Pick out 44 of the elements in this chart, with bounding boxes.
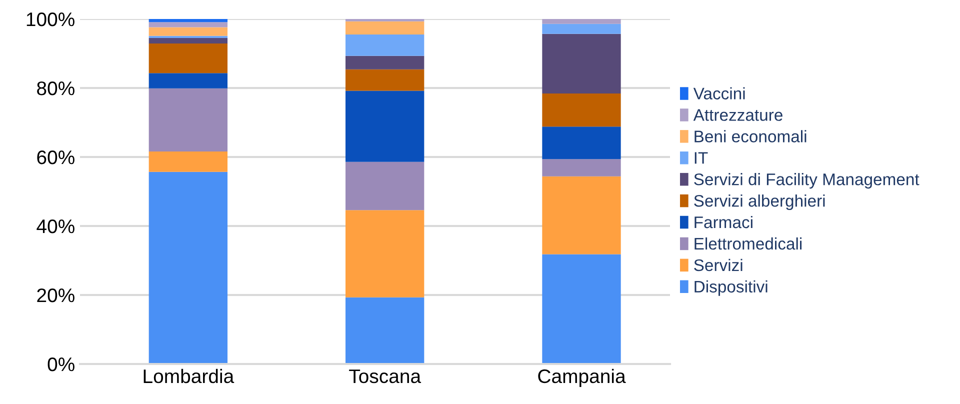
y-tick-label: 100% [26,12,74,26]
x-tick-label: Campania [538,368,626,387]
bar [148,38,228,44]
legend-label: Vaccini [693,87,745,100]
legend-label: Beni economali [694,130,806,142]
bar [346,90,424,162]
bar [148,88,228,152]
legend-label: Dispositivi [694,280,768,296]
bar [542,254,621,364]
bar [542,94,621,127]
legend-label: Farmaci [694,216,752,228]
bar [542,19,621,24]
legend-label: Attrezzature [693,109,782,121]
bar [346,297,424,364]
bar [346,210,424,298]
legend-label: Servizi alberghieri [694,194,825,210]
y-tick-label: 60% [37,150,74,164]
y-tick-label: 0% [48,357,74,372]
x-tick-label: Toscana [349,370,422,384]
bar [346,34,424,56]
y-tick-label: 40% [36,219,74,234]
bar [148,22,228,28]
bar [346,56,424,70]
bar [346,162,424,210]
bar [542,34,621,94]
y-tick-label: 20% [37,288,74,302]
bar [148,73,228,88]
x-tick-label: Lombardia [144,368,234,384]
bar [148,43,228,74]
bar [148,19,228,22]
bar [542,126,621,160]
bar [542,176,621,254]
bar [542,159,621,176]
bar [148,172,228,364]
legend-label: Servizi di Facility Management [694,173,920,189]
legend-label: Servizi [694,258,742,272]
bar [346,21,424,35]
y-tick-label: 80% [37,81,74,96]
legend-label: IT [694,152,708,164]
legend-label: Elettromedicali [694,237,802,250]
bar [148,27,228,36]
bar [346,69,424,91]
bar [542,24,621,34]
bar [148,151,228,172]
